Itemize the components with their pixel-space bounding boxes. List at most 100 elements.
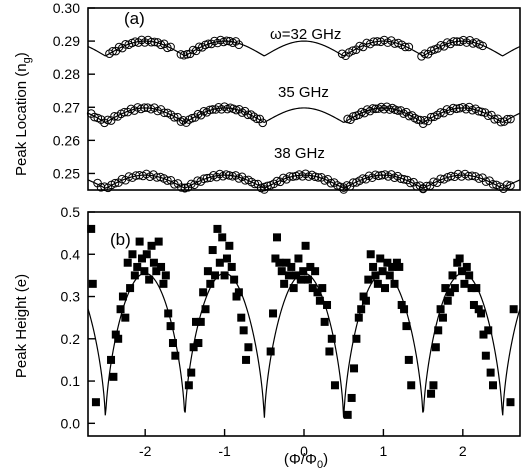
panel-a-data-point <box>110 178 120 188</box>
panel-b-x-axis-label: (Φ/Φ0) <box>284 451 328 471</box>
panel-b-fit-line <box>87 272 521 418</box>
panel-b-data-point <box>157 262 166 271</box>
panel-b-data-point <box>271 254 280 263</box>
panel-b-data-point <box>133 262 142 271</box>
panel-b-data-point <box>397 300 406 309</box>
panel-b-data-point <box>275 258 284 267</box>
panel-b-data-point <box>448 271 457 280</box>
panel-b-data-point <box>130 271 139 280</box>
panel-b-data-point <box>121 313 130 322</box>
panel-a-data-point <box>205 105 215 115</box>
panel-a-data-point <box>269 179 279 189</box>
panel-b-y-tick-label: 0.5 <box>61 204 81 220</box>
panel-a-fit-line-series-1 <box>87 107 521 124</box>
panel-b-data-point <box>308 284 317 293</box>
panel-b-data-point <box>107 355 116 364</box>
panel-a-data-point <box>365 106 375 116</box>
panel-a-data-point <box>474 106 484 116</box>
panel-a-data-point <box>310 172 320 181</box>
panel-a-data-point <box>177 183 186 192</box>
panel-b-data-point <box>109 372 118 381</box>
panel-b-data-point <box>211 271 220 280</box>
panel-b-data-point <box>292 271 301 280</box>
panel-a-y-axis-label: Peak Location (ng) <box>13 52 33 176</box>
panel-a-data-point <box>285 172 295 181</box>
panel-b-x-axis-label-subscript: 0 <box>317 459 323 471</box>
panel-a-data-point <box>478 41 487 51</box>
panel-b-data-point <box>479 330 488 339</box>
panel-a-data-point <box>301 169 310 179</box>
panel-a-data-point <box>449 37 459 46</box>
panel-a-data-point <box>212 172 221 182</box>
panel-a-data-point <box>246 110 256 119</box>
panel-b-data-point <box>284 271 293 280</box>
panel-a-data-point <box>249 112 259 121</box>
panel-a-data-point <box>404 42 414 52</box>
panel-b-data-point <box>187 368 196 377</box>
panel-a-data-point <box>231 171 241 180</box>
panel-b-data-point <box>159 279 168 288</box>
panel-b-data-point <box>320 317 329 326</box>
panel-b-data-point <box>242 355 251 364</box>
panel-a-data-point <box>169 113 179 122</box>
panel-b-data-point <box>443 296 452 305</box>
panel-b-data-point <box>441 284 450 293</box>
panel-b-data-point <box>357 305 366 314</box>
panel-b-data-point <box>323 300 332 309</box>
panel-a-data-point <box>506 181 515 190</box>
panel-b-data-point <box>327 334 336 343</box>
panel-b-data-point <box>343 410 352 419</box>
panel-b-data-point <box>436 305 445 314</box>
panel-b-data-point <box>369 262 378 271</box>
panel-a-data-point <box>159 108 169 118</box>
panel-b-data-point <box>361 296 370 305</box>
panel-a-data-point <box>465 36 475 45</box>
panel-b-data-point <box>385 271 394 280</box>
panel-b-data-point <box>118 292 127 301</box>
panel-b-data-point <box>244 343 253 352</box>
panel-a-data-point <box>166 42 175 52</box>
panel-b-data-point <box>354 313 363 322</box>
panel-a-data-point <box>487 110 496 120</box>
panel-a-data-point <box>374 171 383 181</box>
panel-b-data-point <box>287 262 296 271</box>
panel-b-data-point <box>135 237 144 246</box>
panel-b-data-point <box>462 262 471 271</box>
panel-b-x-tick-label: -2 <box>139 443 152 459</box>
panel-b-data-point <box>434 326 443 335</box>
panel-b-data-point <box>460 279 469 288</box>
panel-a-data-point <box>207 39 216 49</box>
panel-a-data-point <box>220 102 229 111</box>
panel-b-data-point <box>280 279 289 288</box>
panel-a-data-point <box>502 180 512 190</box>
panel-a-data-point <box>120 107 129 117</box>
panel-b-data-point <box>296 275 305 284</box>
panel-b-data-point <box>289 284 298 293</box>
panel-b-x-tick-label: -1 <box>218 443 231 459</box>
panel-b-data-point <box>429 381 438 390</box>
panel-a-data-point <box>348 46 357 55</box>
panel-b-data-point <box>232 292 241 301</box>
panel-a-data-point <box>433 44 442 53</box>
panel-a-data-point <box>396 106 406 115</box>
panel-b-data-point <box>450 284 459 293</box>
panel-b-points <box>87 224 518 419</box>
panel-b-data-point <box>465 271 474 280</box>
panel-b-data-point <box>196 317 205 326</box>
panel-a-data-point <box>448 103 458 113</box>
panel-a-data-point <box>477 107 487 117</box>
panel-a-data-point <box>225 171 234 180</box>
panel-b-data-point <box>311 267 320 276</box>
panel-a-data-point <box>367 173 377 182</box>
panel-b-y-tick-label: 0.1 <box>61 373 81 389</box>
panel-a-data-point <box>243 110 253 120</box>
panel-b-data-point <box>458 267 467 276</box>
panel-a-data-point <box>288 172 298 181</box>
panel-b-data-point <box>87 224 96 233</box>
panel-a-data-point <box>401 42 410 52</box>
panel-b-data-point <box>509 305 518 314</box>
panel-a-data-point <box>407 111 417 120</box>
panel-a-data-point <box>108 46 117 56</box>
panel-b: 0.5 0.4 0.3 0.2 0.1 0.0 -2 -1 0 1 2 (b) Peak Heig… <box>13 204 521 471</box>
panel-a-data-point <box>379 104 389 114</box>
